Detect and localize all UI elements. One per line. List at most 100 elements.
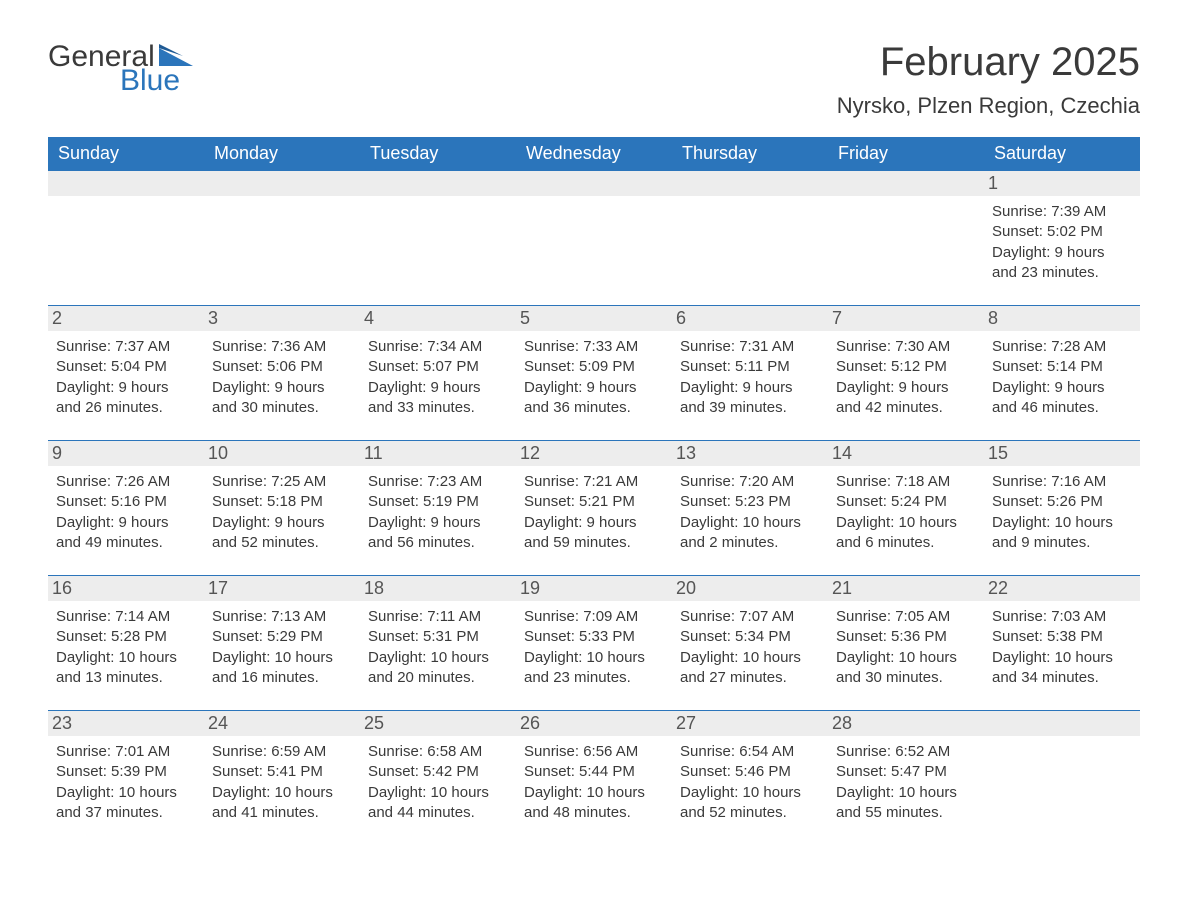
sunset-text: Sunset: 5:47 PM [836,762,976,782]
day-number: 26 [516,711,672,736]
calendar-cell: 9Sunrise: 7:26 AMSunset: 5:16 PMDaylight… [48,441,204,576]
sunset-text: Sunset: 5:34 PM [680,627,820,647]
sunset-text: Sunset: 5:02 PM [992,222,1132,242]
daylight1-text: Daylight: 9 hours [368,513,508,533]
day-header: Friday [828,137,984,171]
sunrise-text: Sunrise: 6:54 AM [680,742,820,762]
day-number-bar [516,171,672,196]
sunset-text: Sunset: 5:26 PM [992,492,1132,512]
day-number: 25 [360,711,516,736]
day-number: 5 [516,306,672,331]
sunset-text: Sunset: 5:38 PM [992,627,1132,647]
calendar-cell: 10 Sunrise: 7:25 AMSunset: 5:18 PMDayligh… [204,441,360,576]
calendar-cell: 2Sunrise: 7:37 AMSunset: 5:04 PMDaylight… [48,306,204,441]
sunrise-text: Sunrise: 6:58 AM [368,742,508,762]
day-header: Saturday [984,137,1140,171]
daylight1-text: Daylight: 9 hours [524,378,664,398]
day-number: 18 [360,576,516,601]
daylight1-text: Daylight: 10 hours [56,648,196,668]
day-number-bar [672,171,828,196]
sunset-text: Sunset: 5:23 PM [680,492,820,512]
day-number: 17 [204,576,360,601]
calendar-cell: 19Sunrise: 7:09 AMSunset: 5:33 PMDayligh… [516,576,672,711]
sunset-text: Sunset: 5:12 PM [836,357,976,377]
daylight2-text: and 59 minutes. [524,533,664,553]
day-number: 20 [672,576,828,601]
sunset-text: Sunset: 5:39 PM [56,762,196,782]
sunrise-text: Sunrise: 7:09 AM [524,607,664,627]
sunrise-text: Sunrise: 6:59 AM [212,742,352,762]
calendar-header-row: SundayMondayTuesdayWednesdayThursdayFrid… [48,137,1140,171]
sunset-text: Sunset: 5:28 PM [56,627,196,647]
day-number: 8 [984,306,1140,331]
calendar-cell: 16Sunrise: 7:14 AMSunset: 5:28 PMDayligh… [48,576,204,711]
daylight2-text: and 48 minutes. [524,803,664,823]
sunrise-text: Sunrise: 7:23 AM [368,472,508,492]
sunrise-text: Sunrise: 7:13 AM [212,607,352,627]
daylight1-text: Daylight: 9 hours [368,378,508,398]
sunset-text: Sunset: 5:04 PM [56,357,196,377]
day-header: Sunday [48,137,204,171]
daylight2-text: and 41 minutes. [212,803,352,823]
sunrise-text: Sunrise: 7:36 AM [212,337,352,357]
calendar-week: 9Sunrise: 7:26 AMSunset: 5:16 PMDaylight… [48,441,1140,576]
daylight1-text: Daylight: 9 hours [680,378,820,398]
sunrise-text: Sunrise: 7:16 AM [992,472,1132,492]
calendar-cell: 18Sunrise: 7:11 AMSunset: 5:31 PMDayligh… [360,576,516,711]
sunrise-text: Sunrise: 7:39 AM [992,202,1132,222]
sunset-text: Sunset: 5:07 PM [368,357,508,377]
calendar-cell: 11Sunrise: 7:23 AMSunset: 5:19 PMDayligh… [360,441,516,576]
sunrise-text: Sunrise: 7:03 AM [992,607,1132,627]
daylight1-text: Daylight: 10 hours [368,783,508,803]
day-number: 11 [360,441,516,466]
calendar-cell: 7Sunrise: 7:30 AMSunset: 5:12 PMDaylight… [828,306,984,441]
sunrise-text: Sunrise: 7:20 AM [680,472,820,492]
sunrise-text: Sunrise: 7:01 AM [56,742,196,762]
calendar-table: SundayMondayTuesdayWednesdayThursdayFrid… [48,137,1140,845]
daylight2-text: and 2 minutes. [680,533,820,553]
sunrise-text: Sunrise: 7:18 AM [836,472,976,492]
sunset-text: Sunset: 5:14 PM [992,357,1132,377]
calendar-cell [204,171,360,306]
day-header: Thursday [672,137,828,171]
sunrise-text: Sunrise: 6:56 AM [524,742,664,762]
sunset-text: Sunset: 5:42 PM [368,762,508,782]
day-number: 15 [984,441,1140,466]
calendar-cell [984,711,1140,846]
day-number: 23 [48,711,204,736]
calendar-cell: 26Sunrise: 6:56 AMSunset: 5:44 PMDayligh… [516,711,672,846]
calendar-cell: 13Sunrise: 7:20 AMSunset: 5:23 PMDayligh… [672,441,828,576]
daylight1-text: Daylight: 10 hours [680,648,820,668]
calendar-cell [48,171,204,306]
day-header: Wednesday [516,137,672,171]
calendar-cell [360,171,516,306]
calendar-cell: 14Sunrise: 7:18 AMSunset: 5:24 PMDayligh… [828,441,984,576]
day-number-bar [828,171,984,196]
sunset-text: Sunset: 5:06 PM [212,357,352,377]
daylight1-text: Daylight: 9 hours [836,378,976,398]
sunrise-text: Sunrise: 7:26 AM [56,472,196,492]
sunrise-text: Sunrise: 7:25 AM [212,472,352,492]
daylight1-text: Daylight: 9 hours [212,513,352,533]
daylight2-text: and 13 minutes. [56,668,196,688]
calendar-cell: 5Sunrise: 7:33 AMSunset: 5:09 PMDaylight… [516,306,672,441]
daylight1-text: Daylight: 10 hours [368,648,508,668]
sunrise-text: Sunrise: 7:37 AM [56,337,196,357]
daylight1-text: Daylight: 10 hours [836,513,976,533]
daylight1-text: Daylight: 10 hours [992,513,1132,533]
sunset-text: Sunset: 5:18 PM [212,492,352,512]
sunset-text: Sunset: 5:44 PM [524,762,664,782]
title-block: February 2025 Nyrsko, Plzen Region, Czec… [837,40,1140,119]
sunrise-text: Sunrise: 7:21 AM [524,472,664,492]
location-text: Nyrsko, Plzen Region, Czechia [837,93,1140,119]
sunset-text: Sunset: 5:24 PM [836,492,976,512]
day-number: 27 [672,711,828,736]
day-number: 21 [828,576,984,601]
sunrise-text: Sunrise: 7:34 AM [368,337,508,357]
calendar-cell: 3Sunrise: 7:36 AMSunset: 5:06 PMDaylight… [204,306,360,441]
daylight2-text: and 37 minutes. [56,803,196,823]
calendar-cell: 12Sunrise: 7:21 AMSunset: 5:21 PMDayligh… [516,441,672,576]
day-number: 10 [204,441,360,466]
sunrise-text: Sunrise: 6:52 AM [836,742,976,762]
daylight2-text: and 56 minutes. [368,533,508,553]
